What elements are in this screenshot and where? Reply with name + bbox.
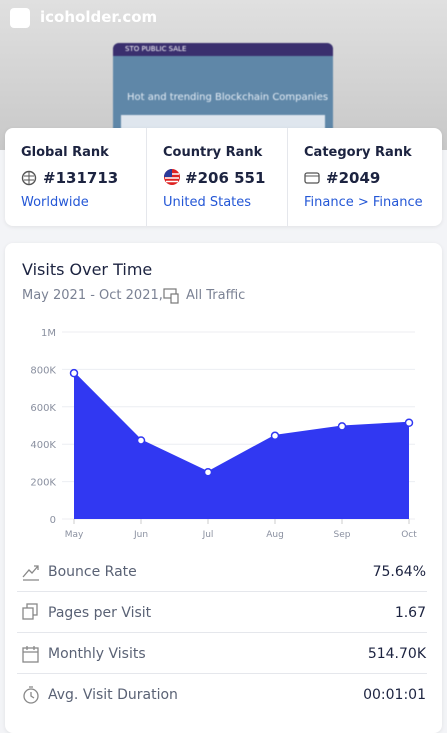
divider xyxy=(146,128,147,226)
x-tick-label: Jun xyxy=(133,530,148,540)
point xyxy=(337,422,347,431)
y-tick-label: 600K xyxy=(30,403,56,414)
y-tick-label: 1M xyxy=(41,328,56,339)
visits-title: Visits Over Time xyxy=(22,260,153,279)
x-tick-label: Jul xyxy=(202,530,214,540)
y-tick-label: 0 xyxy=(50,515,56,526)
y-tick-label: 200K xyxy=(30,478,56,489)
rank-label: Global Rank xyxy=(21,145,109,160)
x-tick-label: Oct xyxy=(401,530,417,540)
metric-value: 75.64% xyxy=(372,564,426,580)
metric-icons xyxy=(22,565,39,704)
globe-icon xyxy=(21,170,37,186)
x-tick-label: Aug xyxy=(266,530,284,540)
logo xyxy=(10,8,30,28)
visits-period: May 2021 - Oct 2021, xyxy=(22,288,163,303)
point xyxy=(69,368,79,378)
rank-link[interactable]: United States xyxy=(163,195,252,210)
rank-link[interactable]: Worldwide xyxy=(21,195,89,210)
x-tick-label: Sep xyxy=(334,530,351,540)
preview-banner: STO PUBLIC SALE xyxy=(113,43,333,56)
metric-label: Monthly Visits xyxy=(48,646,146,662)
flag-icon xyxy=(164,169,180,185)
y-tick-label: 800K xyxy=(30,365,56,376)
preview-tagline: Hot and trending Blockchain Companies xyxy=(127,92,329,103)
rank-value: #2049 xyxy=(326,169,381,187)
point xyxy=(404,418,414,428)
area xyxy=(74,373,409,519)
metric-label: Bounce Rate xyxy=(48,564,137,580)
separator xyxy=(17,673,427,674)
divider xyxy=(287,128,288,226)
point xyxy=(136,436,146,445)
separator xyxy=(17,591,427,592)
point xyxy=(270,431,280,441)
site-name: icoholder.com xyxy=(40,8,158,26)
metric-value: 00:01:01 xyxy=(363,687,426,703)
separator xyxy=(17,632,427,633)
y-tick-label: 400K xyxy=(30,440,56,451)
point xyxy=(203,468,213,477)
rank-link[interactable]: Finance > Finance xyxy=(304,195,423,210)
metric-label: Avg. Visit Duration xyxy=(48,687,178,703)
rank-label: Category Rank xyxy=(304,145,412,160)
rank-label: Country Rank xyxy=(163,145,263,160)
x-tick-label: May xyxy=(65,530,84,540)
traffic-icon xyxy=(163,288,179,304)
category-icon xyxy=(304,172,320,184)
metric-label: Pages per Visit xyxy=(48,605,152,621)
metric-value: 514.70K xyxy=(367,646,426,662)
rank-value: #206 551 xyxy=(185,169,266,187)
rank-card: Global Rank #131713 Worldwide Country Ra… xyxy=(5,128,442,226)
metric-value: 1.67 xyxy=(394,605,426,621)
traffic-label: All Traffic xyxy=(186,288,246,303)
rank-value: #131713 xyxy=(43,169,119,187)
line xyxy=(73,372,410,474)
